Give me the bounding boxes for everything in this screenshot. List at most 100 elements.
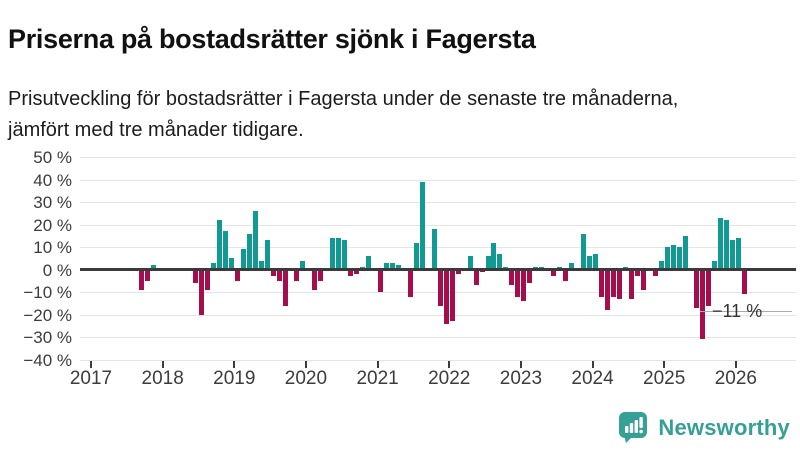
y-axis-label: 30 % xyxy=(33,193,72,212)
bar-negative xyxy=(282,269,288,306)
bar-positive xyxy=(497,253,503,270)
bar-positive xyxy=(431,229,437,270)
plot-area: −11 % xyxy=(80,150,796,370)
bar-negative xyxy=(551,269,557,277)
bar-negative xyxy=(443,269,449,324)
bar-negative xyxy=(318,269,324,281)
bar-positive xyxy=(485,256,491,270)
bar-positive xyxy=(664,247,670,270)
bar-negative xyxy=(652,269,658,277)
bar-negative xyxy=(527,269,533,283)
bar-negative xyxy=(742,269,748,295)
bar-positive xyxy=(216,220,222,270)
bar-negative xyxy=(348,269,354,277)
y-axis-label: −40 % xyxy=(23,350,72,370)
bar-positive xyxy=(330,238,336,270)
bar-positive xyxy=(569,262,575,270)
bar-negative xyxy=(437,269,443,306)
bar-negative xyxy=(449,269,455,322)
bar-positive xyxy=(718,217,724,270)
bar-negative xyxy=(616,269,622,299)
bar-positive xyxy=(151,265,157,270)
x-axis-label: 2022 xyxy=(428,368,471,389)
x-axis-tick xyxy=(519,361,522,368)
gridline xyxy=(80,314,796,316)
bar-negative xyxy=(509,269,515,286)
x-axis-label: 2021 xyxy=(356,368,399,389)
bar-negative xyxy=(145,269,151,281)
brand-footer: Newsworthy xyxy=(618,411,790,444)
bar-positive xyxy=(252,211,258,270)
bar-negative xyxy=(270,269,276,277)
bar-negative xyxy=(354,269,360,274)
bar-negative xyxy=(694,269,700,308)
x-axis-tick xyxy=(663,361,666,368)
x-axis-tick xyxy=(734,361,737,368)
annotation-label: −11 % xyxy=(712,301,763,321)
bar-positive xyxy=(390,262,395,270)
bar-negative xyxy=(407,269,413,297)
bar-negative xyxy=(204,269,210,290)
bar-positive xyxy=(682,235,688,270)
x-axis-tick xyxy=(90,361,92,368)
x-axis-tick xyxy=(448,361,451,368)
bar-positive xyxy=(395,265,401,270)
bar-positive xyxy=(384,262,390,270)
y-axis-label: −10 % xyxy=(23,283,72,302)
bar-positive xyxy=(264,240,270,270)
bar-negative xyxy=(455,269,461,274)
y-axis-label: −30 % xyxy=(23,328,72,347)
bar-negative xyxy=(473,269,479,286)
bar-positive xyxy=(724,220,730,270)
y-axis-label: 10 % xyxy=(33,238,72,257)
x-axis-label: 2018 xyxy=(141,368,184,389)
bar-positive xyxy=(413,242,419,270)
bar-positive xyxy=(336,238,342,270)
x-axis-label: 2024 xyxy=(571,368,614,389)
bar-negative xyxy=(294,269,300,281)
bar-positive xyxy=(658,260,664,270)
bar-negative xyxy=(312,269,318,290)
annotation-leader-line xyxy=(700,311,792,312)
bar-positive xyxy=(467,256,473,270)
gridline xyxy=(80,179,796,181)
bar-negative xyxy=(706,269,712,306)
gridline xyxy=(80,359,796,361)
x-axis-label: 2020 xyxy=(284,368,328,389)
bar-positive xyxy=(592,253,598,270)
gridline xyxy=(80,247,796,248)
bar-negative xyxy=(640,269,646,290)
x-axis-label: 2017 xyxy=(69,368,113,389)
y-axis-label: 50 % xyxy=(33,148,72,167)
bar-negative xyxy=(192,269,198,283)
x-axis-tick xyxy=(304,361,307,368)
bar-negative xyxy=(139,269,145,290)
bar-positive xyxy=(419,181,425,270)
x-axis-tick xyxy=(376,361,379,368)
bar-negative xyxy=(198,269,204,315)
gridline xyxy=(80,157,796,158)
bar-positive xyxy=(228,258,234,270)
brand-name: Newsworthy xyxy=(658,414,790,440)
bar-positive xyxy=(210,262,216,270)
y-axis-label: 40 % xyxy=(33,170,72,190)
page-title: Priserna på bostadsrätter sjönk i Fagers… xyxy=(8,24,536,55)
x-axis-tick xyxy=(161,361,164,368)
x-axis-label: 2019 xyxy=(213,368,256,389)
bar-negative xyxy=(604,269,610,310)
bar-negative xyxy=(378,269,384,292)
bar-positive xyxy=(712,260,718,270)
x-axis-label: 2023 xyxy=(499,368,543,389)
bar-positive xyxy=(491,242,497,270)
x-axis-tick xyxy=(233,361,236,368)
bar-positive xyxy=(366,256,372,270)
bar-positive xyxy=(258,260,264,270)
bar-negative xyxy=(234,269,240,281)
bar-positive xyxy=(676,247,682,270)
bar-negative xyxy=(276,269,282,281)
bar-positive xyxy=(246,233,252,270)
bar-negative xyxy=(610,269,616,297)
x-axis-label: 2025 xyxy=(643,368,686,389)
bar-negative xyxy=(515,269,521,297)
y-axis-label: 20 % xyxy=(33,215,72,235)
